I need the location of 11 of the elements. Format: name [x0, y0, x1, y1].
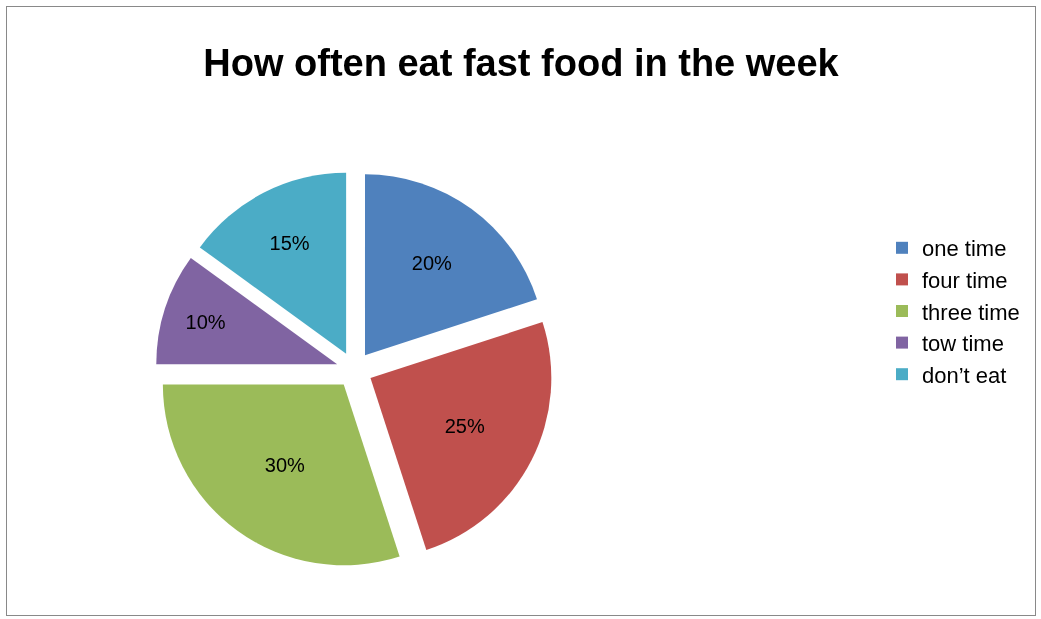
data-label: 15% [269, 231, 310, 254]
data-label: 25% [444, 415, 485, 438]
legend-label: four time [922, 267, 1008, 293]
data-label: 30% [264, 454, 306, 477]
data-label: 10% [185, 310, 226, 333]
chart-title: How often eat fast food in the week [203, 42, 840, 85]
legend-label: three time [922, 299, 1020, 325]
legend-label: don’t eat [922, 362, 1007, 388]
legend-label: one time [922, 236, 1007, 262]
data-label: 20% [411, 252, 453, 275]
legend-label: tow time [922, 331, 1004, 357]
